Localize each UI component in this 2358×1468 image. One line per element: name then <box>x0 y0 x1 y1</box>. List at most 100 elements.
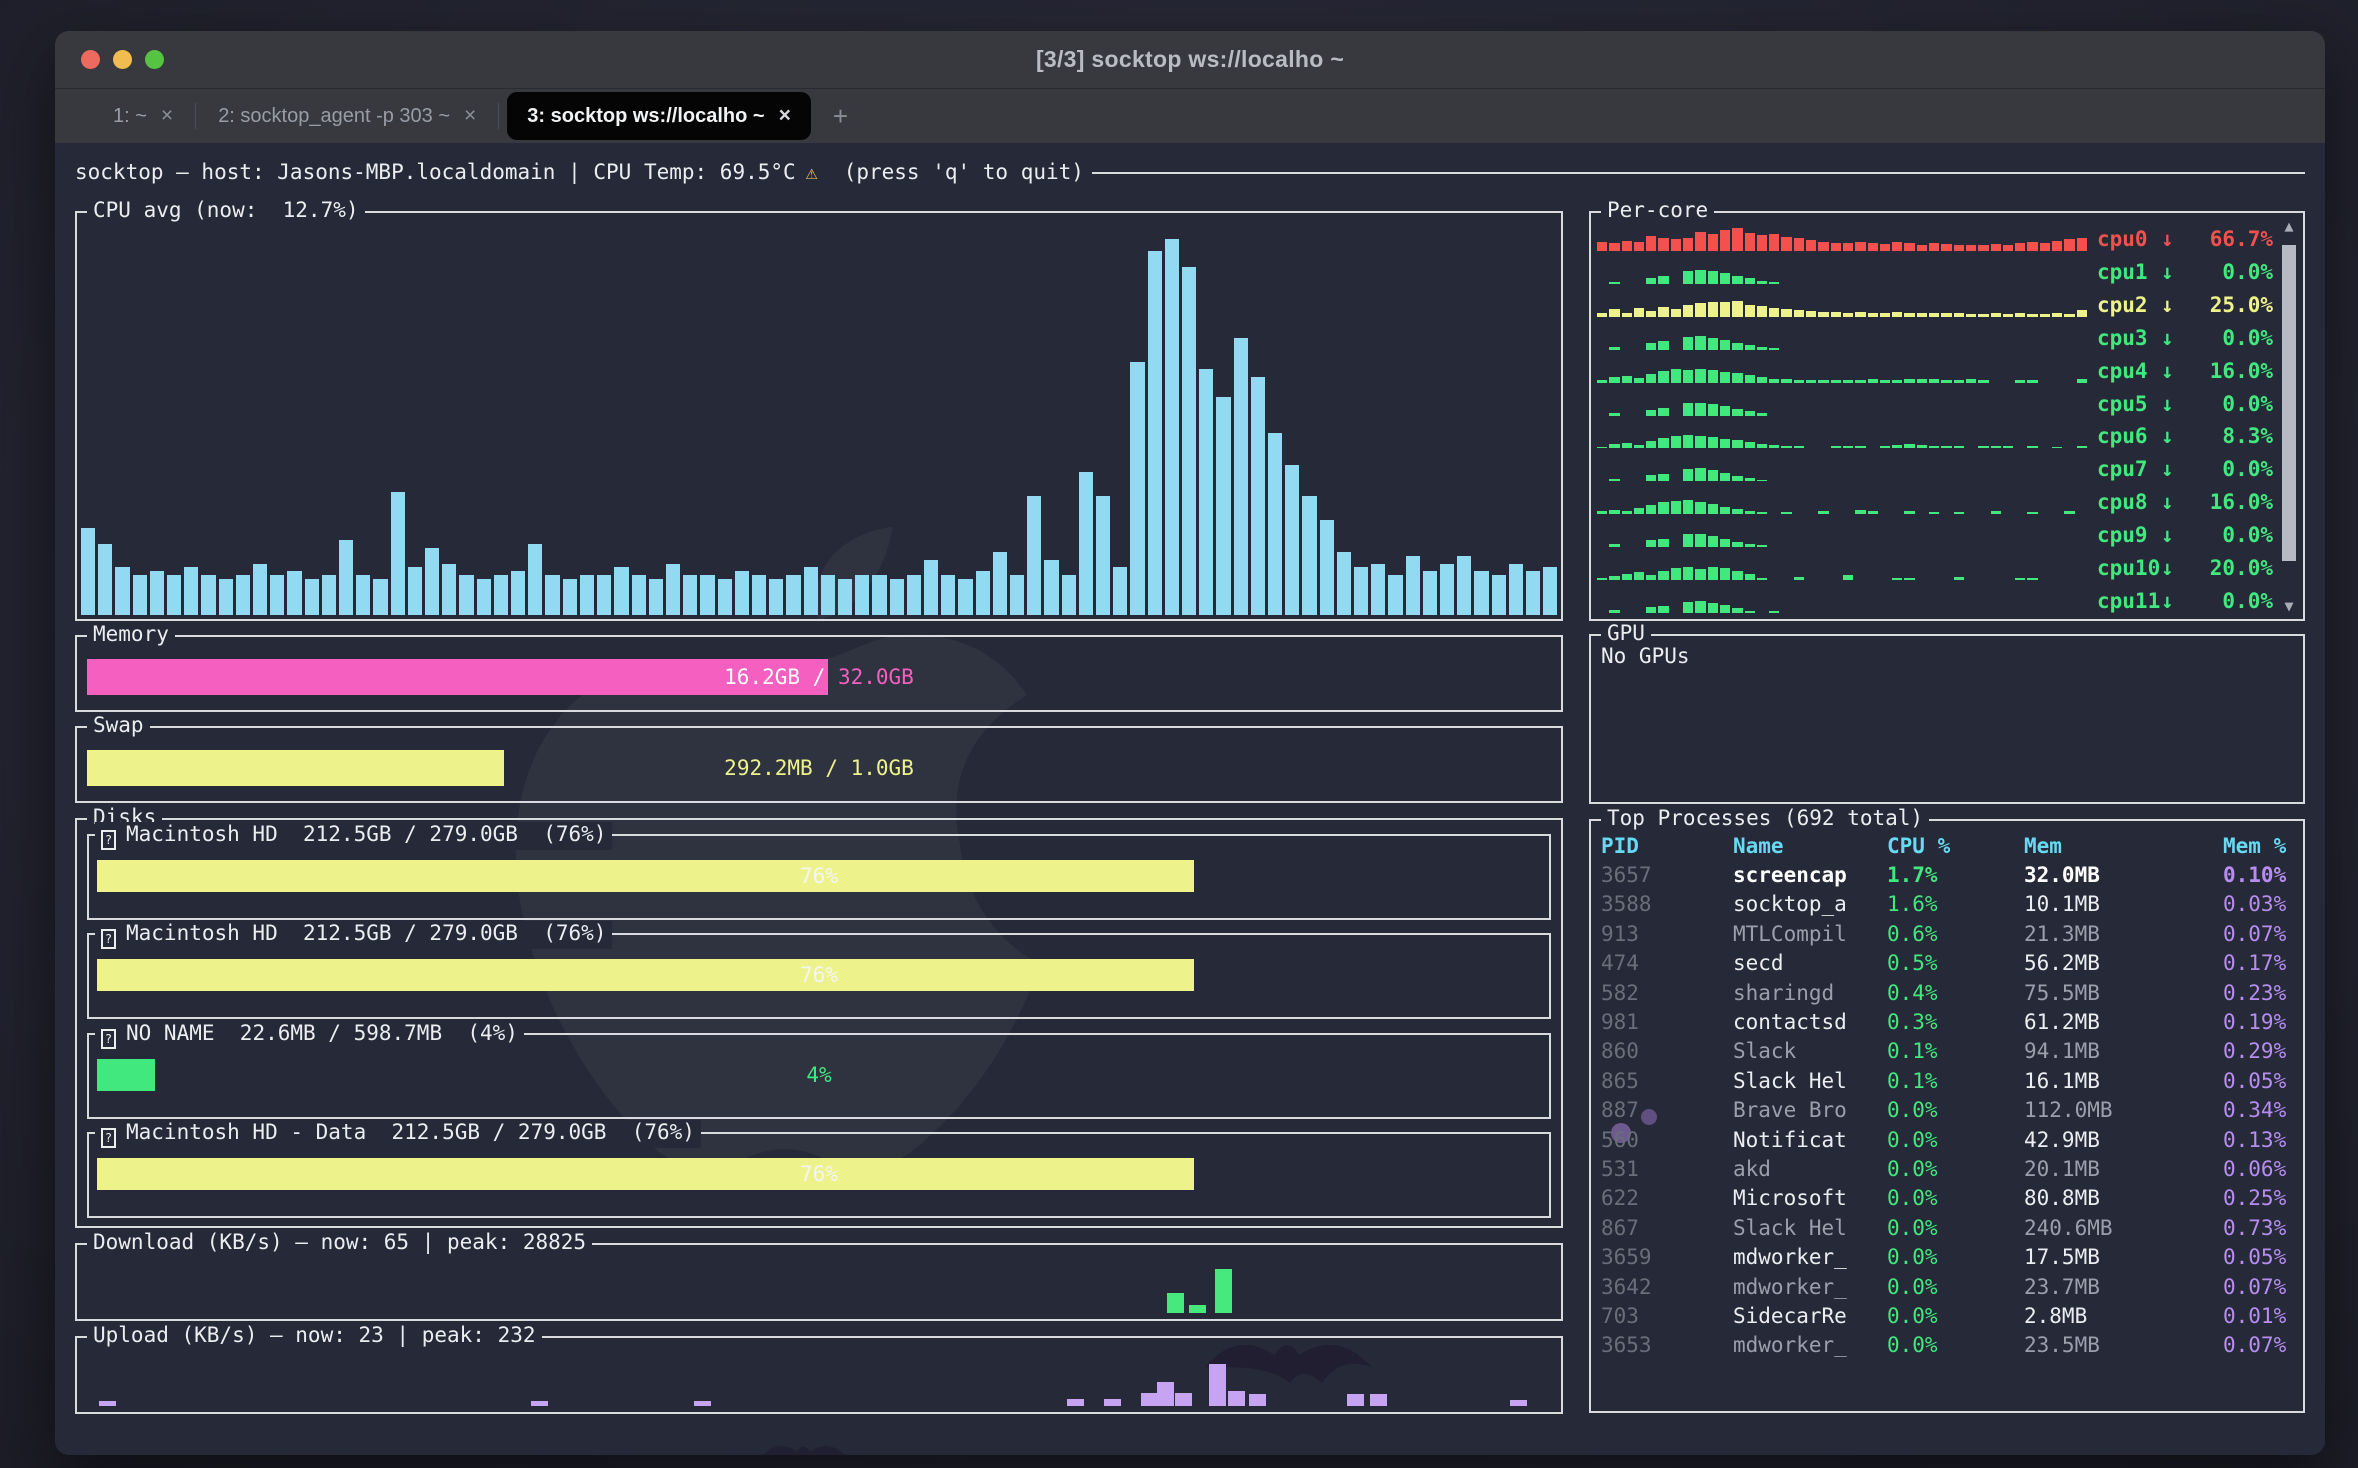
core-usage-value: 25.0% <box>2185 293 2273 317</box>
tab-1[interactable]: 1: ~× <box>93 89 193 143</box>
core-spark-bar <box>1855 312 1865 317</box>
cpu-usage-bar <box>1457 556 1471 615</box>
disk-item-title: ?Macintosh HD 212.5GB / 279.0GB (76%) <box>95 822 612 850</box>
core-spark-bar <box>2077 379 2087 382</box>
disk-item: ?Macintosh HD 212.5GB / 279.0GB (76%)76% <box>87 834 1551 920</box>
swap-title: Swap <box>87 713 150 737</box>
core-sparkline <box>1597 387 2087 416</box>
core-spark-bar <box>1818 312 1828 317</box>
process-mem-percent: 0.34% <box>2223 1098 2295 1122</box>
core-spark-bar <box>1658 276 1668 284</box>
tab-3[interactable]: 3: socktop ws://localho ~× <box>507 92 811 140</box>
core-spark-bar <box>1732 373 1742 382</box>
core-spark-bar <box>1769 445 1779 448</box>
core-spark-bar <box>1708 404 1718 416</box>
core-spark-bar <box>2015 243 2025 251</box>
process-cpu: 0.0% <box>1887 1304 2024 1328</box>
trend-down-icon: ↓ <box>2161 556 2185 580</box>
core-spark-bar <box>1745 278 1755 284</box>
core-spark-bar <box>1634 572 1644 580</box>
core-spark-bar <box>2003 245 2013 251</box>
trend-down-icon: ↓ <box>2161 523 2185 547</box>
core-spark-bar <box>1658 571 1668 580</box>
process-mem: 21.3MB <box>2024 922 2223 946</box>
disk-bar-label: 76% <box>97 860 1541 892</box>
core-usage-value: 20.0% <box>2185 556 2273 580</box>
core-spark-bar <box>1843 575 1853 580</box>
core-spark-bar <box>1954 245 1964 251</box>
cpu-usage-bar <box>718 579 732 615</box>
process-cpu: 0.0% <box>1887 1186 2024 1210</box>
scroll-down-icon[interactable]: ▼ <box>2279 597 2299 615</box>
core-spark-bar <box>1634 508 1644 514</box>
core-spark-bar <box>1646 278 1656 284</box>
disk-item: ?NO NAME 22.6MB / 598.7MB (4%)4% <box>87 1033 1551 1119</box>
core-spark-bar <box>1609 510 1619 515</box>
core-spark-bar <box>1597 447 1607 449</box>
tab-2[interactable]: 2: socktop_agent -p 303 ~× <box>198 89 496 143</box>
core-spark-bar <box>1695 468 1705 481</box>
memory-bar-label: 16.2GB / 32.0GB <box>87 659 1551 695</box>
cpu-usage-bar <box>958 579 972 615</box>
disk-usage: 212.5GB / 279.0GB (76%) <box>366 1120 695 1144</box>
process-cpu: 0.0% <box>1887 1333 2024 1357</box>
process-table: PIDNameCPU %MemMem % 3657screencap1.7%32… <box>1601 831 2295 1407</box>
core-spark-bar <box>1757 545 1767 547</box>
core-spark-bar <box>1732 276 1742 284</box>
core-spark-bar <box>1818 380 1828 382</box>
core-spark-bar <box>1757 444 1767 449</box>
core-spark-bar <box>1843 313 1853 317</box>
process-mem-percent: 0.07% <box>2223 1333 2295 1357</box>
scroll-up-icon[interactable]: ▲ <box>2279 217 2299 235</box>
core-spark-bar <box>1757 377 1767 383</box>
core-spark-bar <box>1634 308 1644 317</box>
disk-icon: ? <box>101 1128 116 1148</box>
process-name: mdworker_ <box>1733 1275 1887 1299</box>
process-pid: 3642 <box>1601 1275 1733 1299</box>
core-spark-bar <box>1720 507 1730 515</box>
core-spark-bar <box>1597 242 1607 251</box>
core-spark-bar <box>1769 348 1779 350</box>
core-spark-bar <box>1732 343 1742 350</box>
trend-down-icon: ↓ <box>2161 589 2185 613</box>
core-spark-bar <box>1757 281 1767 284</box>
core-spark-bar <box>1622 511 1632 514</box>
core-spark-bar <box>1658 408 1668 416</box>
per-core-scrollbar[interactable]: ▲ ▼ <box>2279 217 2299 615</box>
terminal-window: [3/3] socktop ws://localho ~ 1: ~×2: soc… <box>55 31 2325 1455</box>
top-processes-title: Top Processes (692 total) <box>1601 806 1929 830</box>
core-spark-bar <box>1708 603 1718 613</box>
cpu-usage-bar <box>442 564 456 615</box>
core-spark-bar <box>1855 242 1865 251</box>
tab-close-icon[interactable]: × <box>779 104 791 128</box>
process-mem-percent: 0.06% <box>2223 1157 2295 1181</box>
table-row: 913MTLCompil0.6%21.3MB0.07% <box>1601 919 2295 948</box>
tab-close-icon[interactable]: × <box>161 104 173 128</box>
disk-name: NO NAME <box>126 1021 215 1045</box>
cpu-usage-bar <box>201 575 215 615</box>
cpu-usage-bar <box>614 567 628 615</box>
core-spark-bar <box>1720 340 1730 350</box>
core-spark-bar <box>1917 445 1927 448</box>
core-spark-bar <box>1708 370 1718 383</box>
core-spark-bar <box>1757 235 1767 251</box>
process-name: Microsoft <box>1733 1186 1887 1210</box>
upload-bar <box>1228 1391 1245 1406</box>
core-spark-bar <box>1904 379 1914 382</box>
new-tab-button[interactable]: + <box>817 89 864 143</box>
core-spark-bar <box>1991 511 2001 514</box>
core-spark-bar <box>1622 313 1632 317</box>
core-spark-bar <box>1904 313 1914 317</box>
scrollbar-thumb[interactable] <box>2282 245 2296 561</box>
window-titlebar[interactable]: [3/3] socktop ws://localho ~ <box>55 31 2325 89</box>
core-spark-bar <box>1597 380 1607 382</box>
tab-close-icon[interactable]: × <box>464 104 476 128</box>
core-spark-bar <box>1745 442 1755 448</box>
core-spark-bar <box>1757 413 1767 415</box>
cpu-usage-bar <box>700 575 714 615</box>
cpu-usage-bar <box>597 575 611 615</box>
table-row: 560Notificat0.0%42.9MB0.13% <box>1601 1125 2295 1154</box>
upload-bar <box>1067 1399 1084 1406</box>
core-spark-bar <box>1732 571 1742 580</box>
core-sparkline <box>1597 452 2087 481</box>
